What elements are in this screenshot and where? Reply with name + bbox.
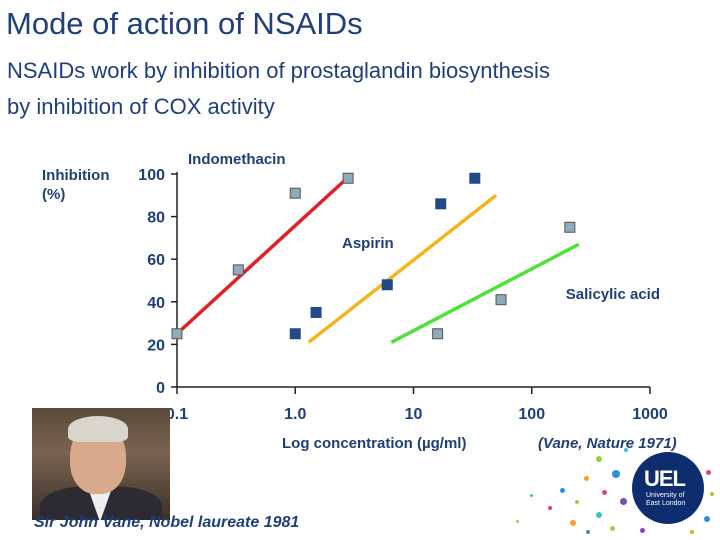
series-label-indomethacin: Indomethacin xyxy=(188,151,286,168)
data-point-aspirin xyxy=(310,306,322,318)
uel-logo-name: University of East London xyxy=(646,492,686,507)
y-tick-label: 40 xyxy=(147,295,165,312)
decorative-dot xyxy=(706,470,711,475)
x-tick-label: 10 xyxy=(405,406,423,423)
decorative-dot xyxy=(596,512,602,518)
y-tick-label: 80 xyxy=(147,210,165,227)
decorative-dot xyxy=(596,456,602,462)
data-point-aspirin xyxy=(381,279,393,291)
data-point-salicylic-acid xyxy=(564,221,576,233)
decorative-dot xyxy=(624,448,628,452)
subtitle-line-1: NSAIDs work by inhibition of prostagland… xyxy=(7,58,550,83)
uel-logo-mark: UEL xyxy=(644,466,686,491)
decorative-dot xyxy=(620,498,627,505)
data-point-indomethacin xyxy=(171,328,183,340)
portrait-hair xyxy=(68,416,128,442)
decorative-dot xyxy=(548,506,552,510)
x-tick-label: 1.0 xyxy=(284,406,306,423)
data-point-salicylic-acid xyxy=(495,294,507,306)
decorative-dot xyxy=(584,476,589,481)
portrait-photo xyxy=(32,408,170,520)
data-point-indomethacin xyxy=(232,264,244,276)
decorative-dot xyxy=(560,488,565,493)
data-point-aspirin xyxy=(435,198,447,210)
subtitle-line-2: by inhibition of COX activity xyxy=(7,94,275,119)
decorative-dot xyxy=(610,526,615,531)
x-tick-label: 1000 xyxy=(632,406,668,423)
decorative-dot xyxy=(690,530,694,534)
y-tick-label: 0 xyxy=(156,380,165,397)
decorative-dot xyxy=(612,470,620,478)
decorative-dot xyxy=(516,520,519,523)
series-label-aspirin: Aspirin xyxy=(342,235,394,252)
decorative-dot xyxy=(530,494,533,497)
decorative-dot xyxy=(640,528,645,533)
data-point-aspirin xyxy=(469,172,481,184)
decorative-dot xyxy=(575,500,579,504)
series-line-aspirin xyxy=(307,193,498,344)
decorative-dot xyxy=(586,530,590,534)
x-axis-label: Log concentration (µg/ml) xyxy=(282,435,466,452)
y-axis-label-unit: (%) xyxy=(42,186,65,203)
y-tick-label: 20 xyxy=(147,337,165,354)
decorative-dot xyxy=(704,516,710,522)
decorative-dot xyxy=(570,520,576,526)
series-line-salicylic-acid xyxy=(390,242,580,344)
slide-title: Mode of action of NSAIDs xyxy=(6,6,363,41)
photo-caption: Sir John Vane, Nobel laureate 1981 xyxy=(34,514,300,531)
data-point-aspirin xyxy=(289,328,301,340)
data-point-indomethacin xyxy=(289,187,301,199)
citation: (Vane, Nature 1971) xyxy=(538,435,677,452)
series-label-salicylic-acid: Salicylic acid xyxy=(566,286,660,303)
series-line-indomethacin xyxy=(175,172,353,336)
decorative-dot xyxy=(602,490,607,495)
x-tick-label: 0.1 xyxy=(166,406,188,423)
x-tick-label: 100 xyxy=(518,406,545,423)
y-tick-label: 60 xyxy=(147,252,165,269)
y-axis-label: Inhibition xyxy=(42,167,109,184)
y-tick-label: 100 xyxy=(138,167,165,184)
uel-logo: UEL University of East London xyxy=(632,452,704,524)
decorative-dot xyxy=(710,492,714,496)
data-point-salicylic-acid xyxy=(432,328,444,340)
data-point-indomethacin xyxy=(342,172,354,184)
